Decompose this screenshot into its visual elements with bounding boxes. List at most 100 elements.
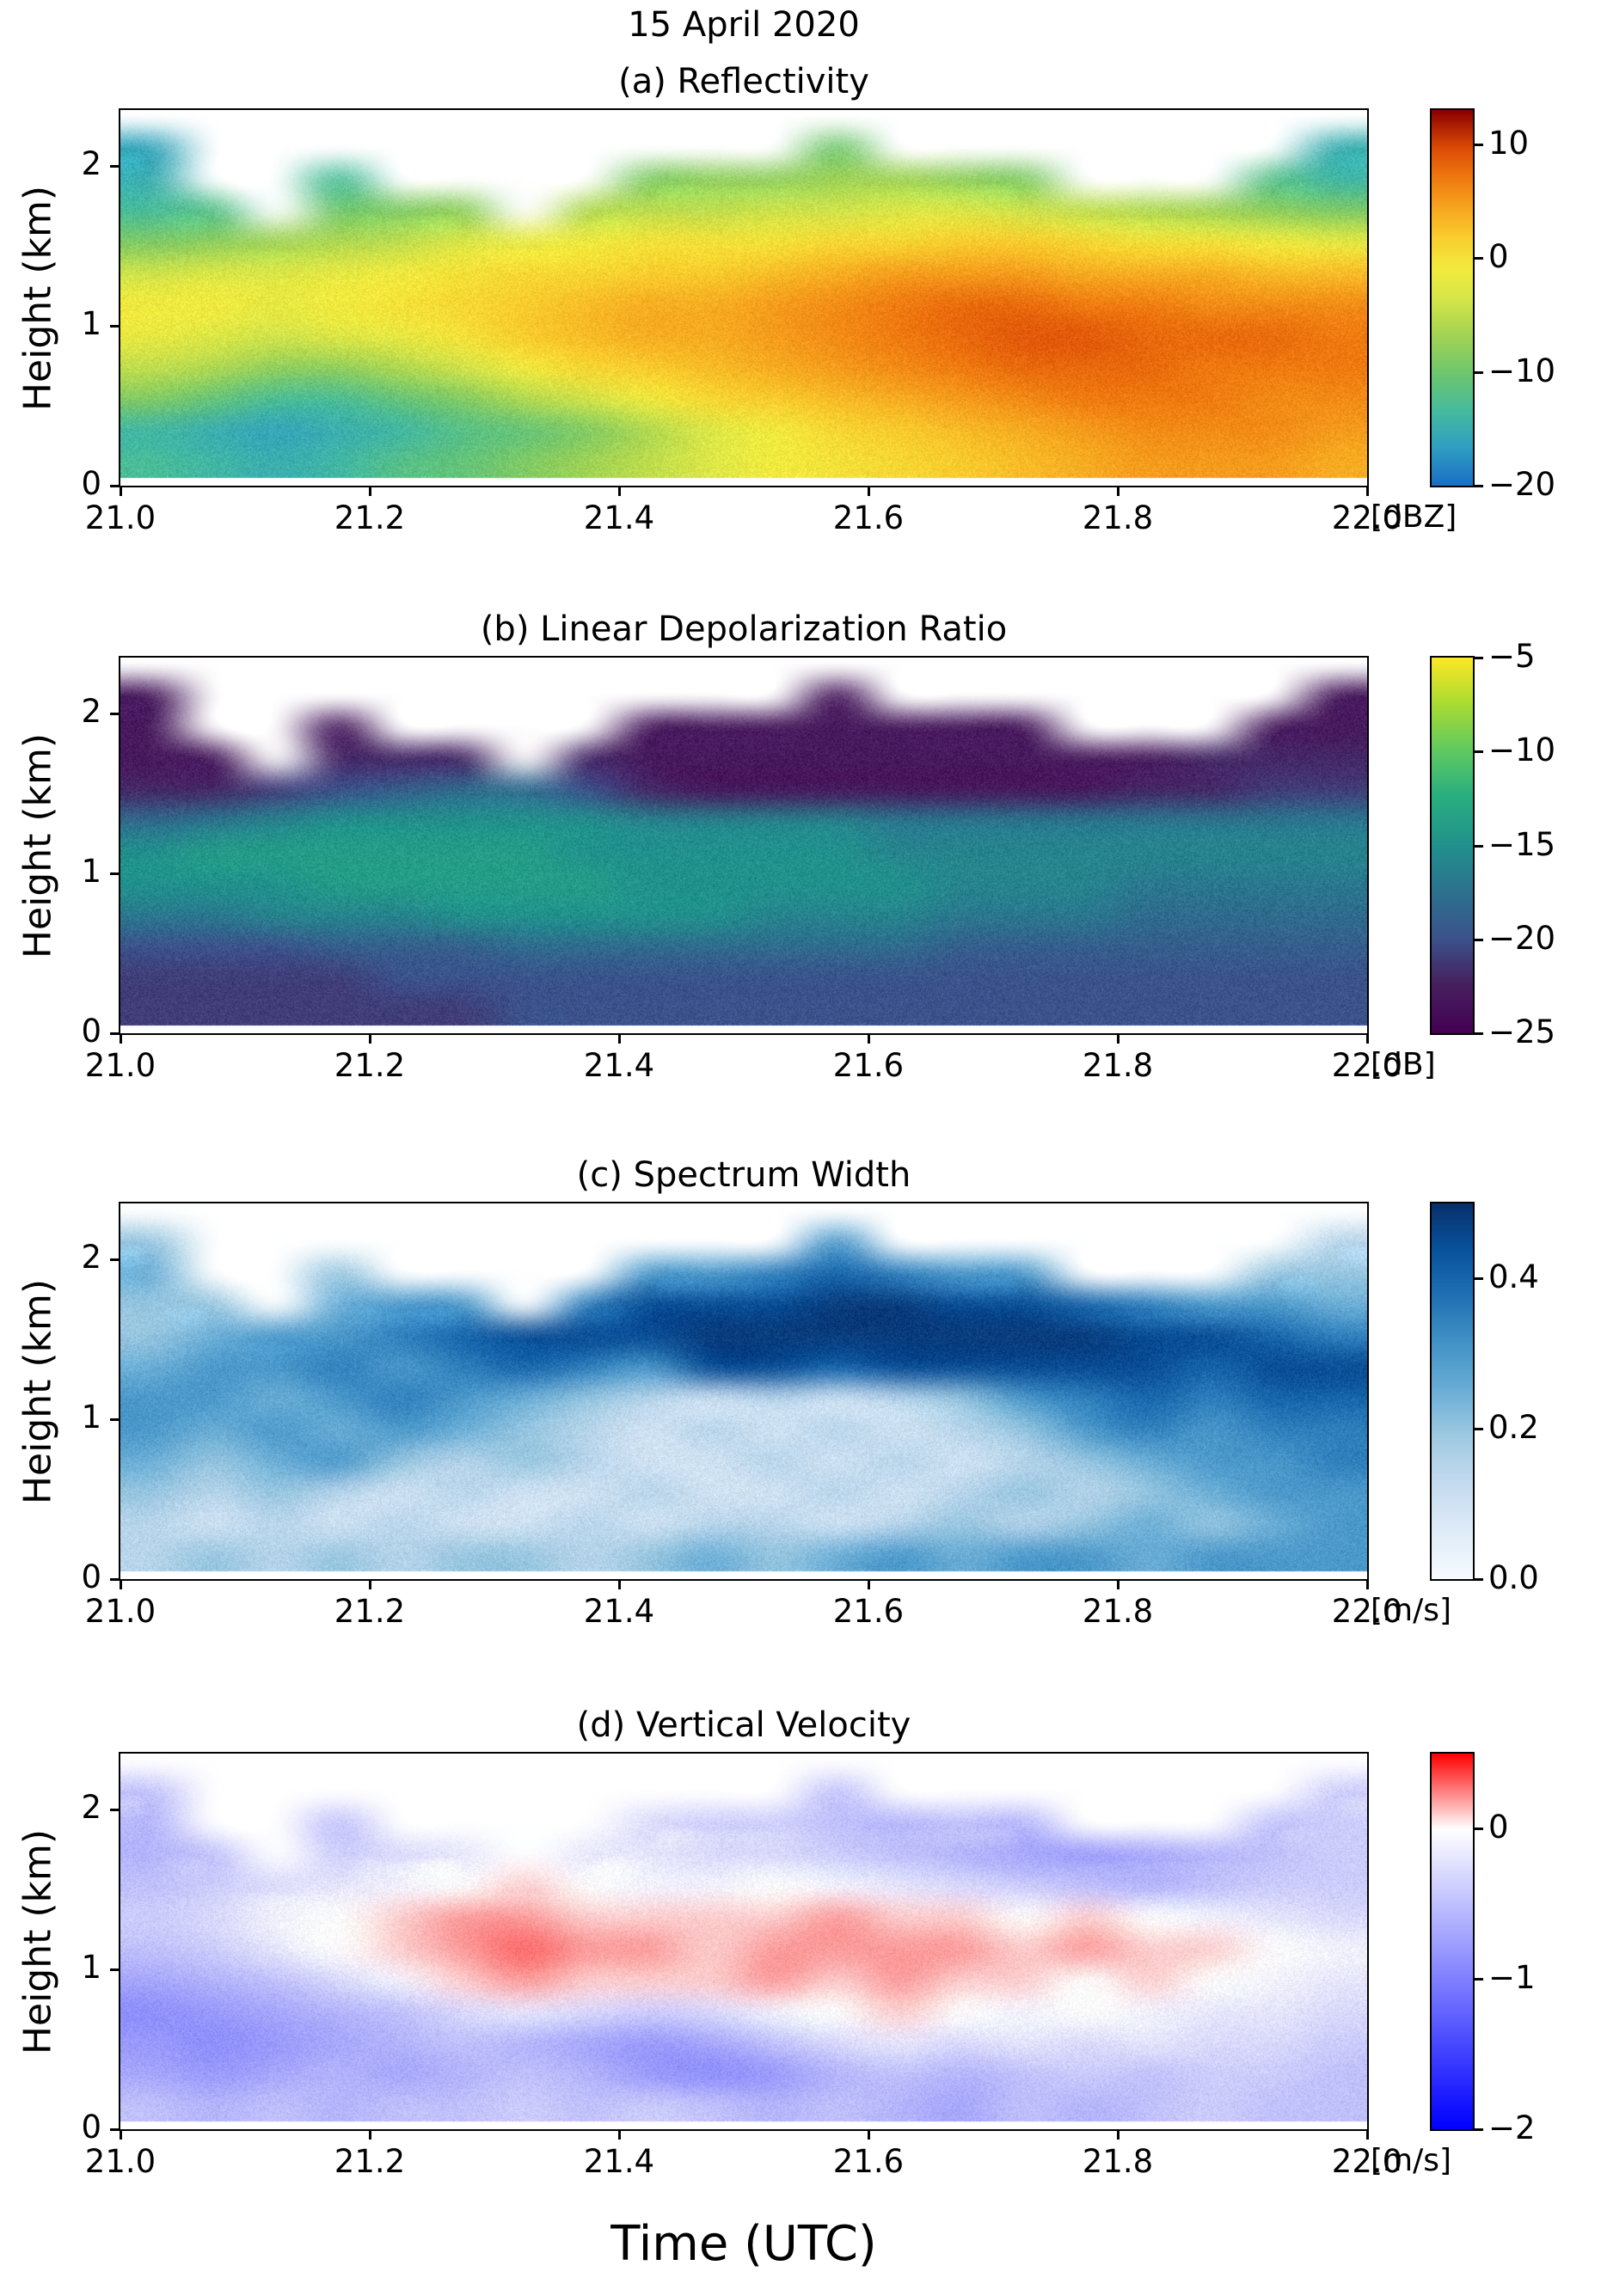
panel-c-colorbar-tick-label: 0.2	[1488, 1409, 1539, 1447]
panel-b-y-tick	[110, 1032, 119, 1035]
panel-c-x-tick	[868, 1581, 870, 1589]
panel-a-colorbar-tick-label: 10	[1488, 124, 1530, 162]
panel-c-colorbar-tick	[1475, 1578, 1483, 1581]
panel-d-x-tick-label: 21.0	[84, 2143, 156, 2180]
panel-d-x-tick-label: 21.8	[1082, 2143, 1154, 2180]
panel-c-colorbar-tick	[1475, 1428, 1483, 1431]
panel-b-colorbar-tick-label: −25	[1488, 1013, 1556, 1050]
panel-d-y-tick-label: 1	[81, 1949, 101, 1987]
panel-c-colorbar-tick-label: 0.4	[1488, 1258, 1539, 1296]
panel-a-colorbar	[1432, 110, 1473, 486]
panel-a-y-tick-label: 0	[81, 465, 101, 502]
panel-c-heatmap	[120, 1203, 1367, 1579]
panel-c-title: (c) Spectrum Width	[576, 1155, 911, 1195]
panel-d-x-tick	[369, 2131, 371, 2140]
panel-c-colorbar-tick-label: 0.0	[1488, 1559, 1539, 1596]
panel-b-x-tick	[1117, 1035, 1119, 1044]
panel-d-x-tick-label: 22.0	[1331, 2143, 1403, 2180]
panel-c-colorbar-tick	[1475, 1277, 1483, 1281]
panel-b-x-tick-label: 21.6	[832, 1047, 905, 1084]
panel-b-colorbar-tick	[1475, 750, 1483, 754]
panel-a-y-tick-label: 2	[81, 145, 101, 183]
panel-b-heatmap	[120, 658, 1367, 1033]
panel-a-plot-frame	[119, 108, 1369, 487]
panel-b-colorbar-frame	[1430, 656, 1475, 1035]
panel-b-y-tick-label: 0	[81, 1013, 101, 1050]
panel-d-y-tick-label: 2	[81, 1789, 101, 1827]
panel-c-y-tick-label: 2	[81, 1239, 101, 1277]
panel-b-y-tick	[110, 713, 119, 716]
panel-b-colorbar-tick-label: −10	[1488, 732, 1556, 769]
panel-d-title: (d) Vertical Velocity	[576, 1705, 911, 1745]
panel-c-colorbar-unit: [m/s]	[1371, 1593, 1452, 1628]
panel-c-x-tick-label: 21.2	[334, 1593, 406, 1630]
panel-b-colorbar-unit: [dB]	[1371, 1047, 1436, 1082]
panel-d-colorbar-tick-label: 0	[1488, 1809, 1509, 1846]
panel-c-x-tick	[1117, 1581, 1119, 1589]
panel-b-y-tick-label: 2	[81, 693, 101, 731]
panel-a-colorbar-tick-label: 0	[1488, 238, 1509, 276]
panel-b-y-tick	[110, 872, 119, 876]
panel-d-x-tick	[120, 2131, 122, 2140]
panel-c-x-tick	[369, 1581, 371, 1589]
panel-a-colorbar-tick-label: −10	[1488, 352, 1556, 389]
panel-b-colorbar-tick	[1475, 1032, 1483, 1035]
panel-a-heatmap	[120, 110, 1367, 486]
panel-b-colorbar-tick-label: −15	[1488, 825, 1556, 863]
panel-d-y-tick	[110, 1968, 119, 1972]
panel-c-plot-frame	[119, 1202, 1369, 1581]
panel-b-colorbar-tick	[1475, 844, 1483, 848]
panel-c-x-tick-label: 22.0	[1331, 1593, 1403, 1630]
panel-c-x-tick-label: 21.0	[84, 1593, 156, 1630]
panel-b-x-tick	[369, 1035, 371, 1044]
panel-c-colorbar	[1432, 1203, 1473, 1579]
panel-d-plot-frame	[119, 1752, 1369, 2131]
panel-c-y-tick	[110, 1418, 119, 1422]
panel-d-x-tick	[868, 2131, 870, 2140]
panel-a-x-tick	[1366, 487, 1369, 496]
panel-c-x-tick	[1366, 1581, 1369, 1589]
panel-c-x-tick-label: 21.8	[1082, 1593, 1154, 1630]
panel-b-plot-frame	[119, 656, 1369, 1035]
panel-b-colorbar-tick-label: −5	[1488, 638, 1536, 675]
panel-a-x-tick	[369, 487, 371, 496]
panel-d-colorbar-unit: [m/s]	[1371, 2143, 1452, 2178]
panel-c-x-tick	[618, 1581, 621, 1589]
panel-c-y-tick	[110, 1258, 119, 1262]
panel-a-x-tick	[1117, 487, 1119, 496]
panel-d-colorbar-tick-label: −1	[1488, 1959, 1536, 1997]
panel-b-x-tick-label: 21.8	[1082, 1047, 1154, 1084]
panel-c-x-tick-label: 21.6	[832, 1593, 905, 1630]
panel-d-x-tick-label: 21.4	[583, 2143, 655, 2180]
panel-b-colorbar	[1432, 658, 1473, 1033]
panel-a-x-tick-label: 21.6	[832, 499, 905, 536]
panel-a-y-tick-label: 1	[81, 305, 101, 343]
panel-d-x-tick	[618, 2131, 621, 2140]
panel-a-colorbar-tick	[1475, 143, 1483, 146]
panel-d-colorbar-tick-label: −2	[1488, 2109, 1536, 2146]
panel-a-x-tick	[120, 487, 122, 496]
panel-a-y-tick	[110, 325, 119, 328]
panel-a-title: (a) Reflectivity	[618, 62, 869, 101]
panel-b-x-tick-label: 22.0	[1331, 1047, 1403, 1084]
panel-d-colorbar-tick	[1475, 2128, 1483, 2131]
panel-d-x-tick-label: 21.6	[832, 2143, 905, 2180]
panel-c-y-tick-label: 0	[81, 1558, 101, 1595]
panel-a-colorbar-frame	[1430, 108, 1475, 487]
panel-a-colorbar-tick	[1475, 485, 1483, 487]
panel-a-colorbar-tick	[1475, 257, 1483, 260]
panel-d-x-tick	[1117, 2131, 1119, 2140]
panel-a-colorbar-tick-label: −20	[1488, 466, 1556, 503]
panel-c-colorbar-frame	[1430, 1202, 1475, 1581]
panel-c-y-tick-label: 1	[81, 1399, 101, 1436]
panel-d-colorbar	[1432, 1754, 1473, 2129]
panel-a-x-tick-label: 21.0	[84, 499, 156, 536]
panel-c-x-tick	[120, 1581, 122, 1589]
panel-b-title: (b) Linear Depolarization Ratio	[480, 609, 1008, 649]
panel-d-y-tick-label: 0	[81, 2109, 101, 2146]
panel-b-x-tick	[868, 1035, 870, 1044]
panel-b-x-tick	[618, 1035, 621, 1044]
panel-d-y-tick	[110, 2128, 119, 2131]
